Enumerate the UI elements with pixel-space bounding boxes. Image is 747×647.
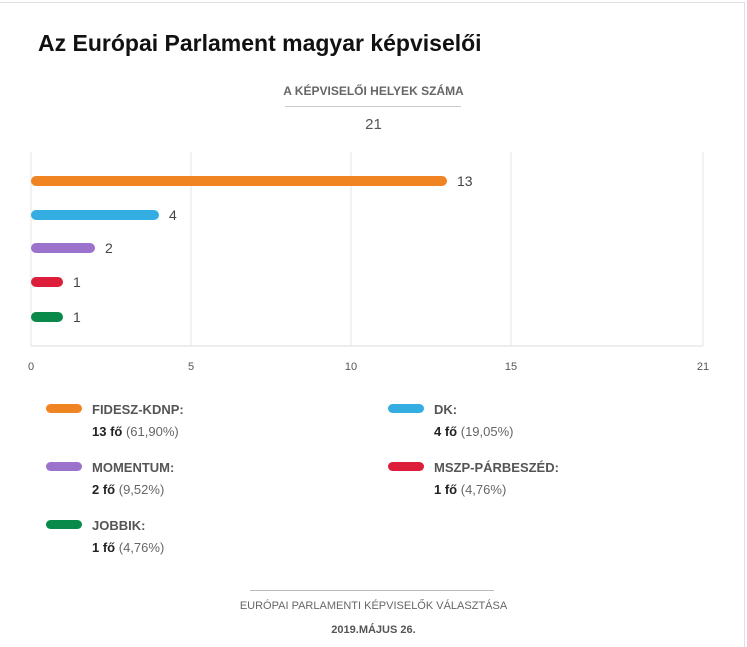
bar-dk bbox=[31, 210, 159, 220]
total-seats: 21 bbox=[365, 116, 382, 133]
data-label: 4 bbox=[169, 207, 177, 223]
footer-date: 2019.MÁJUS 26. bbox=[331, 624, 416, 636]
bar-fidesz-kdnp bbox=[31, 176, 447, 186]
data-label: 13 bbox=[457, 173, 473, 189]
footer-divider bbox=[250, 590, 494, 591]
subtitle-divider bbox=[285, 106, 461, 107]
x-tick-label: 5 bbox=[188, 361, 194, 373]
legend-swatch bbox=[388, 462, 424, 471]
legend-value: 1 fő (4,76%) bbox=[434, 482, 506, 497]
legend-label: MOMENTUM: bbox=[92, 460, 175, 475]
legend-count: 13 fő bbox=[92, 424, 123, 439]
legend-swatch bbox=[388, 404, 424, 413]
legend-label: FIDESZ-KDNP: bbox=[92, 402, 184, 417]
legend-label: JOBBIK: bbox=[92, 518, 146, 533]
legend-percent: (61,90%) bbox=[125, 424, 179, 439]
data-label: 1 bbox=[73, 274, 81, 290]
x-tick-label: 10 bbox=[345, 361, 357, 373]
legend-label: DK: bbox=[434, 402, 458, 417]
page-title: Az Európai Parlament magyar képviselői bbox=[38, 30, 482, 56]
legend-percent: (9,52%) bbox=[118, 482, 165, 497]
legend-label: MSZP-PÁRBESZÉD: bbox=[434, 460, 559, 475]
legend-count: 4 fő bbox=[434, 424, 458, 439]
legend-percent: (19,05%) bbox=[460, 424, 514, 439]
legend-swatch bbox=[46, 462, 82, 471]
chart-subtitle: A KÉPVISELŐI HELYEK SZÁMA bbox=[283, 84, 464, 98]
legend-value: 13 fő (61,90%) bbox=[92, 424, 179, 439]
legend-percent: (4,76%) bbox=[118, 540, 165, 555]
bar-momentum bbox=[31, 243, 95, 253]
legend-count: 2 fő bbox=[92, 482, 116, 497]
data-label: 1 bbox=[73, 309, 81, 325]
legend-count: 1 fő bbox=[92, 540, 116, 555]
x-tick-label: 15 bbox=[505, 361, 517, 373]
legend-value: 4 fő (19,05%) bbox=[434, 424, 514, 439]
bar-jobbik bbox=[31, 312, 63, 322]
x-tick-label: 0 bbox=[28, 361, 34, 373]
legend-count: 1 fő bbox=[434, 482, 458, 497]
legend-percent: (4,76%) bbox=[460, 482, 507, 497]
data-label: 2 bbox=[105, 240, 113, 256]
x-tick-label: 21 bbox=[697, 361, 709, 373]
legend-swatch bbox=[46, 520, 82, 529]
legend-swatch bbox=[46, 404, 82, 413]
footer-caption: EURÓPAI PARLAMENTI KÉPVISELŐK VÁLASZTÁSA bbox=[239, 600, 508, 612]
bar-mszp-párbeszéd bbox=[31, 277, 63, 287]
legend-value: 2 fő (9,52%) bbox=[92, 482, 164, 497]
legend-value: 1 fő (4,76%) bbox=[92, 540, 164, 555]
